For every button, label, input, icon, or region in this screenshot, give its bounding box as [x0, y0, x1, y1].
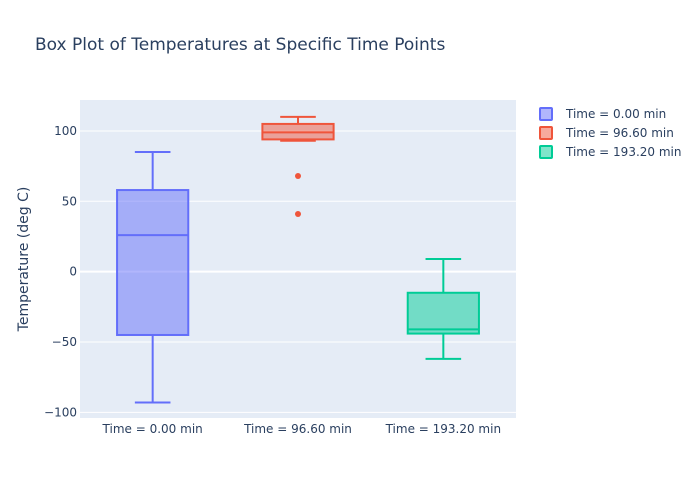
outlier-1-0 — [295, 172, 301, 179]
x-tick-label-1: Time = 96.60 min — [243, 422, 352, 436]
legend-swatch-2 — [539, 145, 553, 159]
outlier-1-1 — [295, 210, 301, 217]
box-iqr-0 — [116, 189, 190, 336]
legend-swatch-0 — [539, 107, 553, 121]
y-tick-label-3: −50 — [52, 335, 77, 349]
legend-label-0: Time = 0.00 min — [565, 107, 666, 121]
legend-item-2[interactable]: Time = 193.20 min — [539, 145, 681, 159]
y-tick-label-0: 100 — [54, 124, 77, 138]
box-2[interactable] — [406, 258, 480, 360]
x-axis-ticks: Time = 0.00 min Time = 96.60 min Time = 19… — [102, 422, 502, 436]
chart-title: Box Plot of Temperatures at Specific Tim… — [35, 35, 445, 55]
legend-item-0[interactable]: Time = 0.00 min — [539, 107, 666, 121]
y-tick-label-2: 0 — [69, 265, 77, 279]
box-0[interactable] — [116, 151, 190, 404]
legend-item-1[interactable]: Time = 96.60 min — [539, 126, 674, 140]
x-tick-label-2: Time = 193.20 min — [385, 422, 501, 436]
box-series — [116, 115, 480, 404]
legend-label-1: Time = 96.60 min — [565, 126, 674, 140]
legend[interactable]: Time = 0.00 min Time = 96.60 min Time = 19… — [539, 107, 681, 159]
box-1[interactable] — [261, 115, 335, 217]
legend-swatch-1 — [539, 126, 553, 140]
y-tick-label-4: −100 — [44, 405, 77, 419]
y-axis-title: Temperature (deg C) — [16, 187, 32, 333]
x-tick-label-0: Time = 0.00 min — [102, 422, 203, 436]
y-axis-ticks: 100 50 0 −50 −100 — [44, 124, 77, 419]
y-tick-label-1: 50 — [62, 194, 77, 208]
legend-label-2: Time = 193.20 min — [565, 145, 681, 159]
box-iqr-2 — [406, 291, 480, 335]
